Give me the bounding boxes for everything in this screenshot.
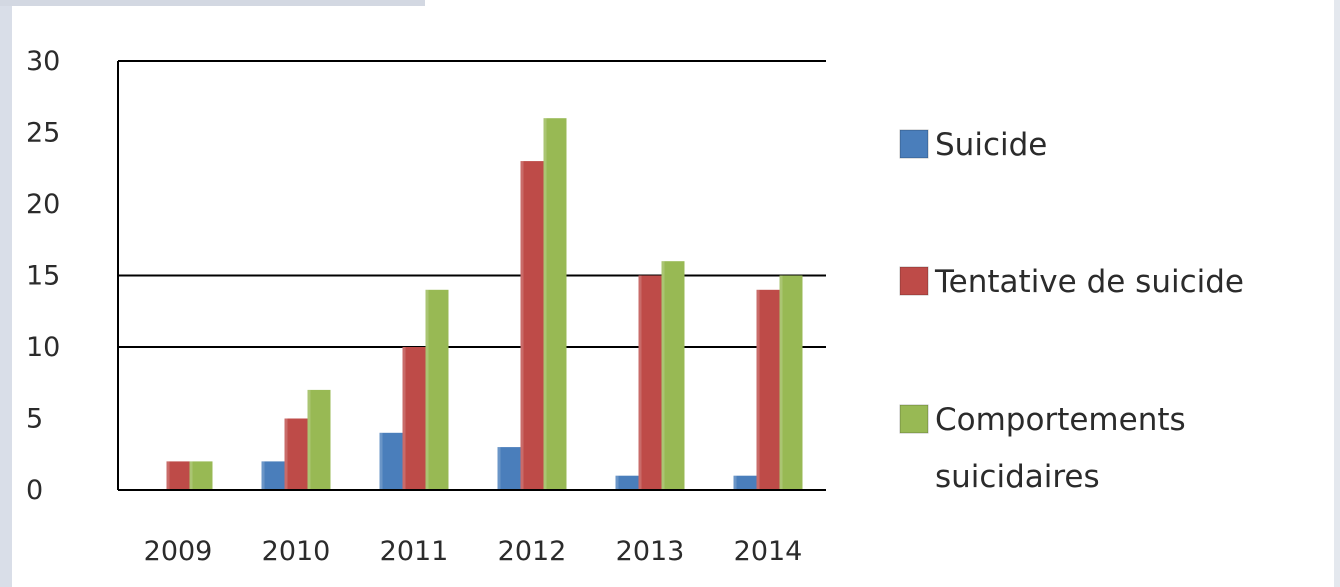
- y-tick-label-5: 5: [26, 404, 43, 435]
- bar-comportements-suicidaires-2013: [661, 261, 685, 490]
- bar-suicide-2013: [615, 475, 639, 490]
- y-tick-label-30: 30: [26, 46, 60, 77]
- bar-highlight: [520, 161, 524, 490]
- bar-highlight: [638, 275, 642, 490]
- legend-label-3-line-2: suicidaires: [935, 459, 1100, 495]
- gridlines: [118, 60, 826, 348]
- legend-label-2: Tentative de suicide: [934, 264, 1244, 300]
- bar-tentative-de-suicide-2014: [756, 289, 780, 490]
- bar-comportements-suicidaires-2014: [779, 275, 803, 490]
- y-tick-label-0: 0: [26, 475, 43, 506]
- bar-highlight: [661, 261, 665, 490]
- bar-tentative-de-suicide-2013: [638, 275, 662, 490]
- x-tick-label-2013: 2013: [616, 536, 685, 567]
- bar-comportements-suicidaires-2011: [425, 289, 449, 490]
- bar-suicide-2010: [261, 461, 285, 490]
- bar-comportements-suicidaires-2009: [189, 461, 213, 490]
- bar-tentative-de-suicide-2012: [520, 161, 544, 490]
- x-tick-labels: 2009 2010 2011 2012 2013 2014: [144, 536, 803, 567]
- bar-suicide-2012: [497, 447, 521, 490]
- x-tick-label-2009: 2009: [144, 536, 213, 567]
- bar-suicide-2014: [733, 475, 757, 490]
- bar-highlight: [166, 461, 170, 490]
- bar-highlight: [779, 275, 783, 490]
- bar-tentative-de-suicide-2009: [166, 461, 190, 490]
- bar-highlight: [307, 389, 311, 490]
- bar-highlight: [756, 289, 760, 490]
- bar-highlight: [615, 475, 619, 490]
- bar-highlight: [284, 418, 288, 490]
- legend-swatch-2: [899, 266, 929, 296]
- y-tick-labels: 0 5 10 15 20 25 30: [26, 46, 60, 506]
- bar-tentative-de-suicide-2011: [402, 347, 426, 490]
- x-tick-label-2010: 2010: [262, 536, 331, 567]
- bar-highlight: [425, 289, 429, 490]
- x-tick-label-2012: 2012: [498, 536, 567, 567]
- bar-suicide-2011: [379, 432, 403, 490]
- legend-label-3-line-1: Comportements: [935, 402, 1186, 438]
- bar-highlight: [543, 118, 547, 490]
- bar-highlight: [402, 347, 406, 490]
- top-frame-edge: [0, 0, 425, 6]
- bar-comportements-suicidaires-2010: [307, 389, 331, 490]
- bar-highlight: [261, 461, 265, 490]
- legend-swatch-1: [899, 129, 929, 159]
- right-frame-edge: [1334, 0, 1340, 587]
- axes: [117, 61, 826, 491]
- bar-highlight: [497, 447, 501, 490]
- legend-swatch-3: [899, 404, 929, 434]
- bar-comportements-suicidaires-2012: [543, 118, 567, 490]
- bar-highlight: [189, 461, 193, 490]
- y-tick-label-20: 20: [26, 189, 60, 220]
- left-frame-edge: [0, 0, 12, 587]
- x-tick-label-2011: 2011: [380, 536, 449, 567]
- y-tick-label-10: 10: [26, 332, 60, 363]
- legend: Suicide Tentative de suicide Comportements…: [899, 127, 1244, 495]
- legend-label-1: Suicide: [935, 127, 1047, 163]
- bars: [166, 118, 803, 490]
- bar-highlight: [379, 432, 383, 490]
- y-tick-label-25: 25: [26, 118, 60, 149]
- y-tick-label-15: 15: [26, 261, 60, 292]
- x-tick-label-2014: 2014: [734, 536, 803, 567]
- bar-tentative-de-suicide-2010: [284, 418, 308, 490]
- bar-highlight: [733, 475, 737, 490]
